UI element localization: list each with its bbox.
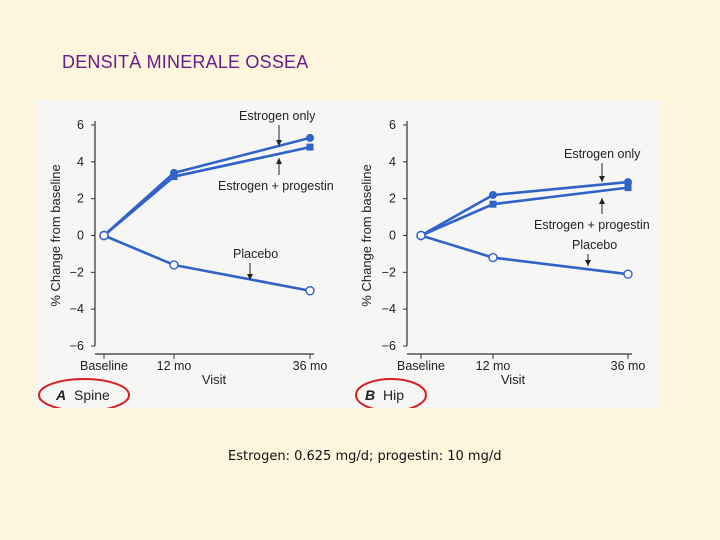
panel-spine-y-tick-label: −2 [70,265,84,279]
panel-hip-point-estrogen-progestin [489,200,497,208]
panel-hip-x-tick-label: Baseline [397,359,445,373]
panel-hip-label-estrogen-only: Estrogen only [564,147,641,161]
panel-hip-y-tick-label: 4 [389,155,396,169]
panel-spine-y-tick-label: −4 [70,302,84,316]
panel-spine-point-estrogen-progestin [306,143,314,151]
panel-spine-arrowhead-placebo [247,274,253,280]
panel-hip-y-tick-label: −6 [382,339,396,353]
panel-spine-label-estrogen-only: Estrogen only [239,109,316,123]
panel-hip-y-tick-label: −2 [382,265,396,279]
panel-spine-label-placebo: Placebo [233,247,278,261]
panel-spine-point-estrogen-progestin [170,173,178,181]
panel-hip-arrowhead-estrogen-only [599,176,605,182]
panel-hip-point-estrogen-only [624,178,632,187]
panel-spine-y-axis-title: % Change from baseline [48,164,63,306]
figure-panel: 6 4 2 0 −2 −4 −6 Baseline 12 mo 36 mo Visit% Chang… [36,100,660,408]
panel-spine-x-tick-label: Baseline [80,359,128,373]
panel-hip-arrowhead-estrogen-progestin [599,198,605,204]
panel-hip-point-estrogen-progestin [624,184,632,192]
panel-spine-letter: A [55,387,66,403]
panel-hip-point-placebo [416,230,426,241]
panel-hip-y-axis-title: % Change from baseline [359,164,374,306]
panel-spine-y-tick-label: −6 [70,339,84,353]
panel-spine-y-tick-label: 4 [77,155,84,169]
panel-spine-y-tick-label: 0 [77,229,84,243]
panel-hip-y-tick-label: 2 [389,192,396,206]
panel-spine-point-placebo [305,286,315,296]
panel-spine-arrowhead-estrogen-only [276,140,282,146]
panel-hip-y-tick-label: 0 [389,229,396,243]
panel-spine-line-placebo [103,234,311,293]
panel-spine-x-tick-label: 36 mo [293,359,328,373]
panel-hip-x-tick-label: 36 mo [611,359,646,373]
panel-hip-highlight-ellipse [355,378,427,408]
slide-title: DENSITÀ MINERALE OSSEA [62,52,309,72]
panel-hip-x-axis-title: Visit [501,372,526,387]
panel-spine-x-tick-label: 12 mo [157,359,192,373]
panel-spine-arrowhead-estrogen-progestin [276,158,282,164]
panel-hip-label-placebo: Placebo [572,238,617,252]
panel-spine-label-estrogen-progestin: Estrogen + progestin [218,179,334,193]
panel-hip-point-estrogen-only [489,190,497,199]
panel-hip-x-tick-label: 12 mo [476,359,511,373]
panel-spine-highlight-ellipse [38,378,130,408]
panel-spine-y-tick-label: 6 [77,118,84,132]
panel-hip-point-placebo [623,269,633,279]
panel-hip-label-estrogen-progestin: Estrogen + progestin [534,218,650,232]
panel-hip-y-tick-label: 6 [389,118,396,132]
panel-spine-name: Spine [74,387,110,403]
dose-caption: Estrogen: 0.625 mg/d; progestin: 10 mg/d [228,449,502,464]
panel-spine-point-placebo [99,230,109,241]
panel-hip-arrowhead-placebo [585,260,591,266]
panel-hip-name: Hip [383,387,404,403]
panel-hip-letter: B [365,387,375,403]
panel-hip-y-tick-label: −4 [382,302,396,316]
panel-spine-point-placebo [169,260,179,270]
panel-hip-point-placebo [488,252,498,263]
panel-spine-y-tick-label: 2 [77,192,84,206]
panel-spine-x-axis-title: Visit [202,372,227,387]
panel-spine-point-estrogen-only [306,133,314,142]
